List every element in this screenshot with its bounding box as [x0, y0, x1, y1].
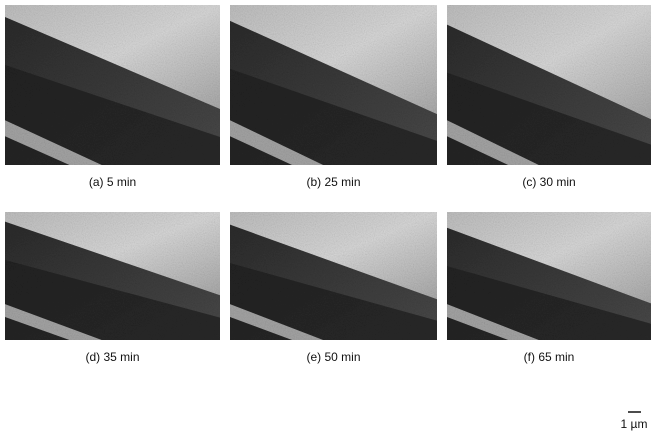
micrograph — [5, 5, 220, 165]
scale-bar-label: 1 µm — [621, 417, 648, 431]
panel-caption: (f) 65 min — [524, 350, 575, 364]
panel-caption: (c) 30 min — [522, 175, 575, 189]
panel-caption: (a) 5 min — [89, 175, 136, 189]
micrograph — [230, 5, 437, 165]
micrograph — [447, 212, 651, 340]
figure: 1 µm (a) 5 min (b) 25 min (c) 30 min (d) 35… — [0, 0, 651, 436]
panel-caption: (d) 35 min — [85, 350, 139, 364]
micrograph — [230, 212, 437, 340]
panel-caption: (b) 25 min — [306, 175, 360, 189]
panel-caption: (e) 50 min — [306, 350, 360, 364]
micrograph — [447, 5, 651, 165]
micrograph — [5, 212, 220, 340]
